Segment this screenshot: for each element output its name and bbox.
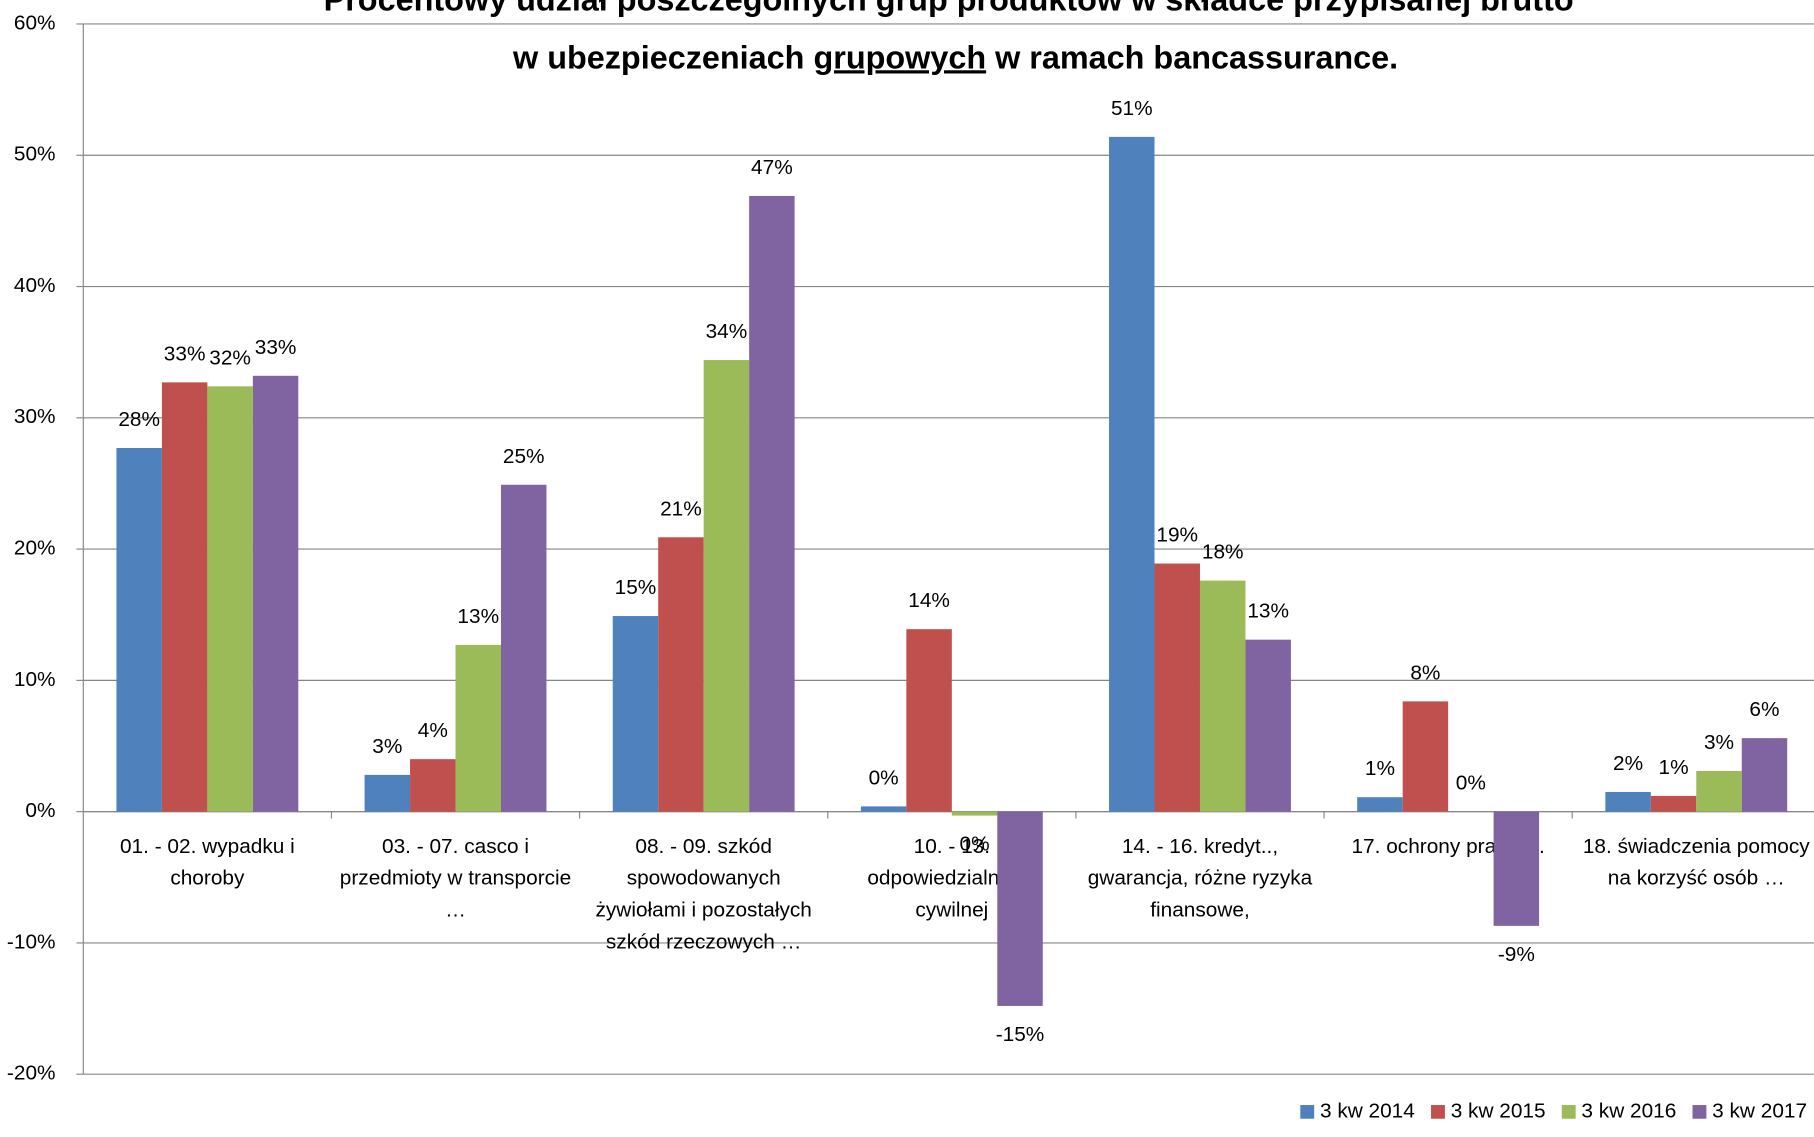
data-label: 33% [255, 336, 297, 359]
legend-label: 3 kw 2017 [1712, 1099, 1807, 1122]
bar [749, 195, 795, 812]
data-label: 32% [209, 346, 251, 369]
data-label: 0% [1456, 772, 1486, 795]
bar [906, 629, 952, 812]
legend-label: 3 kw 2014 [1320, 1099, 1415, 1122]
data-label: 47% [751, 156, 793, 179]
data-label: 1% [1659, 756, 1689, 779]
y-tick-label: 0% [25, 799, 55, 822]
title-part: w ramach bancassurance. [994, 39, 1398, 75]
x-tick-label: 18. świadczenia pomocy na korzyść osób … [1582, 834, 1810, 890]
data-label: 14% [908, 589, 950, 612]
data-label: 19% [1156, 524, 1198, 547]
data-label: 13% [457, 605, 499, 628]
legend-label: 3 kw 2015 [1451, 1099, 1546, 1122]
legend-swatch [1431, 1105, 1445, 1119]
x-tick-label-box: 10. - 13. odpowiedzialności cywilnej [867, 834, 1037, 922]
bar [1199, 580, 1246, 812]
bar [612, 616, 659, 812]
bar [860, 806, 907, 812]
bar [207, 386, 253, 812]
bar [1109, 136, 1155, 812]
legend-swatch [1300, 1105, 1315, 1119]
chart-title: Procentowy udział poszczególnych grup pr… [324, 0, 1574, 18]
y-tick-label: 20% [14, 537, 56, 560]
x-tick-label: 03. - 07. casco i przedmioty w transporc… [339, 834, 572, 922]
data-label: 18% [1202, 541, 1244, 564]
bar [1154, 563, 1200, 812]
y-tick-label: 60% [14, 12, 56, 35]
chart-title-line2: w ubezpieczeniach grupowych w ramach ban… [512, 39, 1398, 75]
bar [1402, 701, 1449, 812]
data-label: 33% [164, 343, 206, 366]
x-tick-label: 01. - 02. wypadku i choroby [119, 834, 295, 890]
legend-swatch [1561, 1105, 1576, 1119]
data-label: 34% [706, 320, 748, 343]
data-label: 25% [503, 445, 545, 468]
x-tick-label-box: 14. - 16. kredyt.., gwarancja, różne ryz… [1087, 834, 1313, 922]
bar [252, 375, 299, 812]
title-part-underlined: grupowych [813, 39, 986, 75]
data-label: 15% [615, 576, 657, 599]
x-tick-label: 10. - 13. odpowiedzialności cywilnej [867, 834, 1037, 922]
y-tick-label: 10% [14, 668, 56, 691]
y-tick-label: -20% [7, 1062, 56, 1085]
x-tick-label-box: 18. świadczenia pomocy na korzyść osób … [1582, 834, 1810, 890]
data-label: 4% [418, 719, 448, 742]
bar [116, 448, 162, 812]
legend-swatch [1692, 1105, 1707, 1119]
legend-label: 3 kw 2016 [1581, 1099, 1676, 1122]
bar [658, 537, 704, 812]
x-tick-label-box: 01. - 02. wypadku i choroby [119, 834, 295, 890]
bar [1650, 795, 1697, 812]
x-tick-label: 08. - 09. szkód spowodowanych żywiołami … [595, 834, 812, 954]
data-label: 3% [1704, 731, 1734, 754]
bar [161, 382, 208, 812]
data-label: 13% [1247, 600, 1289, 623]
bar [1741, 738, 1788, 812]
bar [1245, 639, 1291, 812]
x-tick-label-box: 08. - 09. szkód spowodowanych żywiołami … [595, 834, 812, 954]
bar [410, 759, 456, 812]
data-label: 3% [372, 735, 402, 758]
y-tick-label: 30% [14, 405, 56, 428]
bar [703, 360, 750, 812]
data-label: 0% [960, 833, 990, 856]
bar [455, 644, 501, 812]
data-label: 2% [1613, 752, 1643, 775]
data-label: 8% [1410, 662, 1440, 685]
bar [1696, 770, 1742, 812]
bar [500, 484, 547, 812]
y-tick-label: 50% [14, 143, 56, 166]
title-part: w ubezpieczeniach [512, 39, 804, 75]
data-label: 28% [118, 408, 160, 431]
x-tick-label-box: 03. - 07. casco i przedmioty w transporc… [339, 834, 572, 922]
y-tick-label: -10% [7, 930, 56, 953]
bar [1357, 797, 1403, 812]
bar [364, 774, 411, 812]
bar [1493, 811, 1540, 926]
data-label: 21% [660, 497, 702, 520]
data-label: 51% [1111, 97, 1153, 120]
data-label: -9% [1498, 943, 1535, 966]
data-label: 6% [1749, 698, 1779, 721]
data-label: 1% [1365, 757, 1395, 780]
bar [951, 811, 998, 816]
y-tick-label: 40% [14, 274, 56, 297]
bar [997, 811, 1043, 1006]
x-tick-label: 14. - 16. kredyt.., gwarancja, różne ryz… [1087, 834, 1313, 922]
data-label: 0% [869, 767, 899, 790]
data-label: -15% [996, 1023, 1045, 1046]
bar [1605, 791, 1651, 812]
